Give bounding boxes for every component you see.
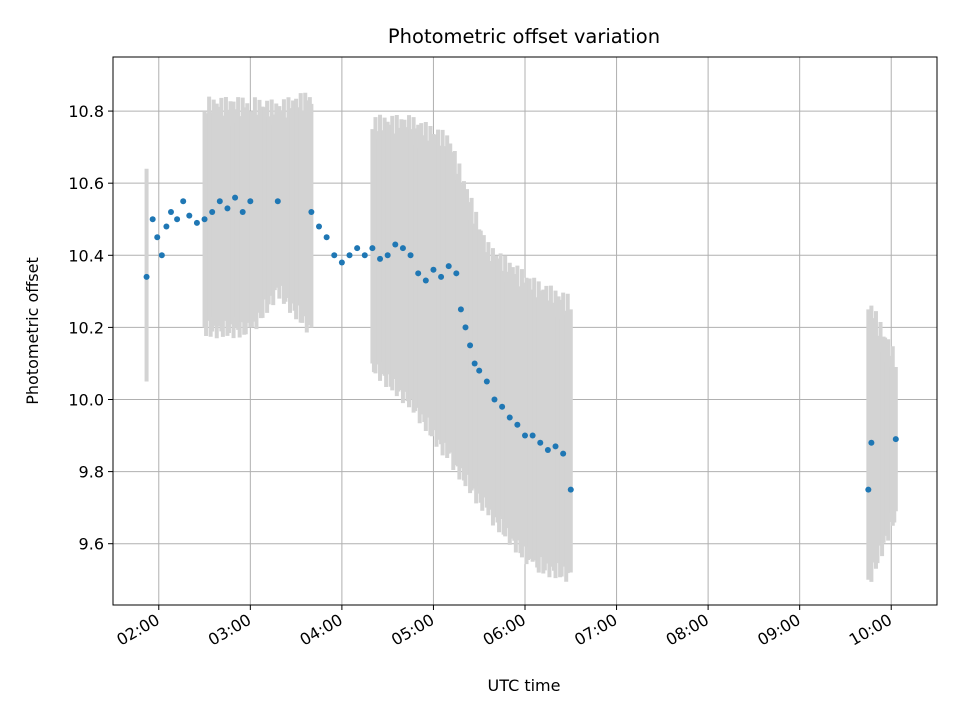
- data-point: [560, 450, 567, 457]
- data-point: [239, 209, 246, 216]
- error-bars: [144, 92, 898, 582]
- data-point: [331, 252, 338, 259]
- x-axis-label: UTC time: [488, 676, 561, 695]
- data-point: [430, 266, 437, 273]
- data-point: [892, 436, 899, 443]
- y-tick-label: 10.4: [68, 246, 104, 265]
- data-point: [467, 342, 474, 349]
- y-tick-label: 10.6: [68, 174, 104, 193]
- data-point: [499, 403, 506, 410]
- data-point: [552, 443, 559, 450]
- data-point: [457, 306, 464, 313]
- data-point: [316, 223, 322, 230]
- data-points: [143, 194, 899, 493]
- data-point: [209, 209, 216, 216]
- data-point: [323, 234, 330, 241]
- data-point: [483, 378, 490, 385]
- data-point: [369, 245, 376, 252]
- data-point: [506, 414, 513, 421]
- data-point: [491, 396, 498, 403]
- data-point: [522, 432, 528, 439]
- data-point: [174, 216, 181, 223]
- data-point: [149, 216, 156, 223]
- y-axis-label: Photometric offset: [23, 257, 42, 405]
- data-point: [232, 194, 239, 201]
- data-point: [201, 216, 208, 223]
- data-point: [415, 270, 422, 277]
- data-point: [186, 212, 193, 219]
- data-point: [167, 209, 174, 216]
- data-point: [392, 241, 399, 248]
- data-point: [180, 198, 187, 205]
- data-point: [247, 198, 254, 205]
- data-point: [567, 486, 574, 493]
- data-point: [361, 252, 368, 259]
- chart-title: Photometric offset variation: [388, 25, 660, 48]
- data-point: [163, 223, 170, 230]
- data-point: [224, 205, 231, 212]
- y-tick-label: 9.6: [79, 535, 104, 554]
- data-point: [377, 255, 384, 262]
- data-point: [476, 367, 483, 374]
- y-tick-label: 9.8: [79, 463, 104, 482]
- data-point: [216, 198, 223, 205]
- data-point: [399, 245, 406, 252]
- data-point: [445, 263, 452, 270]
- data-point: [354, 245, 361, 252]
- data-point: [544, 446, 551, 453]
- data-point: [143, 273, 150, 280]
- data-point: [529, 432, 536, 439]
- y-tick-label: 10.8: [68, 102, 104, 121]
- data-point: [462, 324, 469, 331]
- data-point: [384, 252, 391, 259]
- data-point: [422, 277, 429, 284]
- data-point: [193, 219, 200, 226]
- data-point: [868, 439, 875, 446]
- data-point: [346, 252, 353, 259]
- data-point: [514, 421, 521, 428]
- y-tick-label: 10.0: [68, 391, 104, 410]
- data-point: [154, 234, 161, 241]
- y-tick-label: 10.2: [68, 318, 104, 337]
- data-point: [537, 439, 544, 446]
- data-point: [158, 252, 165, 259]
- data-point: [274, 198, 281, 205]
- data-point: [471, 360, 478, 367]
- data-point: [438, 273, 445, 280]
- data-point: [308, 209, 315, 216]
- data-point: [453, 270, 460, 277]
- y-axis-ticks: 9.6 9.8 10.0 10.2 10.4 10.6 10.8: [68, 102, 113, 554]
- data-point: [407, 252, 414, 259]
- data-point: [338, 259, 345, 266]
- data-point: [865, 486, 872, 493]
